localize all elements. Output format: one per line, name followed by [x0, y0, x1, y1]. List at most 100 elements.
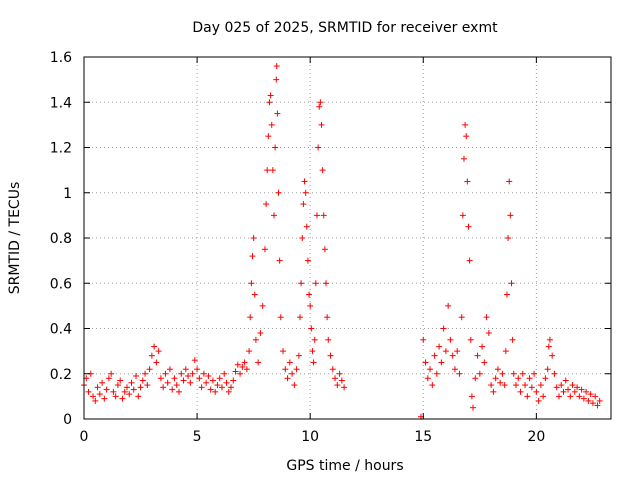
x-tick-label: 10 — [301, 429, 319, 445]
data-point — [431, 352, 438, 359]
data-point — [307, 302, 314, 309]
data-point — [155, 348, 162, 355]
data-point — [316, 103, 323, 110]
data-point — [105, 375, 112, 382]
data-point — [507, 212, 514, 219]
data-point — [164, 379, 171, 386]
data-point — [194, 366, 201, 373]
data-point — [506, 178, 513, 185]
data-point — [338, 377, 345, 384]
data-point — [304, 257, 311, 264]
data-point — [291, 382, 298, 389]
y-tick-label: 0 — [63, 412, 72, 428]
data-point — [103, 386, 110, 393]
data-point — [90, 393, 97, 400]
y-tick-label: 0.6 — [50, 276, 72, 292]
data-point — [259, 302, 266, 309]
data-point — [212, 388, 219, 395]
data-point — [123, 384, 130, 391]
data-point — [488, 382, 495, 389]
data-point — [273, 63, 280, 70]
data-point — [207, 386, 214, 393]
y-tick-label: 1.6 — [50, 50, 72, 66]
data-point — [317, 99, 324, 106]
data-point — [589, 400, 596, 407]
data-point — [277, 314, 284, 321]
data-point — [436, 343, 443, 350]
data-point — [269, 167, 276, 174]
data-point — [501, 382, 508, 389]
data-point — [302, 189, 309, 196]
data-point — [546, 336, 553, 343]
data-point — [440, 325, 447, 332]
data-point — [315, 144, 322, 151]
data-point — [323, 280, 330, 287]
data-point — [162, 370, 169, 377]
data-point — [545, 343, 552, 350]
y-axis-title: SRMTID / TECUs — [7, 182, 23, 295]
x-tick-label: 20 — [527, 429, 545, 445]
y-tick-label: 0.8 — [50, 231, 72, 247]
y-tick-label: 0.4 — [50, 322, 72, 338]
data-point — [470, 404, 477, 411]
data-point — [301, 178, 308, 185]
data-point — [454, 348, 461, 355]
data-point — [198, 384, 205, 391]
data-point — [456, 370, 463, 377]
data-point — [438, 359, 445, 366]
data-point — [173, 382, 180, 389]
data-point — [313, 212, 320, 219]
data-point — [248, 280, 255, 287]
data-point — [133, 373, 140, 380]
data-point — [119, 395, 126, 402]
data-point — [247, 314, 254, 321]
plot-frame — [83, 56, 612, 420]
data-point — [178, 370, 185, 377]
data-point — [130, 386, 137, 393]
data-point — [497, 379, 504, 386]
data-point — [537, 382, 544, 389]
data-point — [580, 395, 587, 402]
data-point — [121, 388, 128, 395]
data-point — [569, 382, 576, 389]
data-point — [274, 110, 281, 117]
data-point — [268, 121, 275, 128]
data-point — [135, 393, 142, 400]
data-point — [234, 361, 241, 368]
data-point — [180, 377, 187, 384]
data-point — [157, 375, 164, 382]
data-point — [494, 366, 501, 373]
data-point — [427, 366, 434, 373]
data-point — [263, 201, 270, 208]
data-point — [549, 352, 556, 359]
x-tick-label: 5 — [193, 429, 202, 445]
data-point — [531, 370, 538, 377]
data-point — [270, 212, 277, 219]
data-point — [297, 314, 304, 321]
data-point — [479, 343, 486, 350]
x-tick-label: 0 — [80, 429, 89, 445]
data-point — [460, 155, 467, 162]
data-point — [191, 357, 198, 364]
data-point — [309, 348, 316, 355]
data-point — [420, 336, 427, 343]
data-point — [334, 382, 341, 389]
data-point — [465, 223, 472, 230]
data-point — [336, 370, 343, 377]
data-point — [311, 336, 318, 343]
data-point — [216, 375, 223, 382]
data-point — [447, 336, 454, 343]
y-tick-label: 1 — [63, 186, 72, 202]
data-point — [467, 336, 474, 343]
data-point — [422, 359, 429, 366]
data-point — [264, 167, 271, 174]
data-point — [249, 253, 256, 260]
data-point — [251, 291, 258, 298]
axis-ticks — [83, 56, 611, 420]
data-point — [295, 352, 302, 359]
data-point — [205, 373, 212, 380]
data-point — [574, 384, 581, 391]
data-point — [458, 314, 465, 321]
data-point — [137, 384, 144, 391]
